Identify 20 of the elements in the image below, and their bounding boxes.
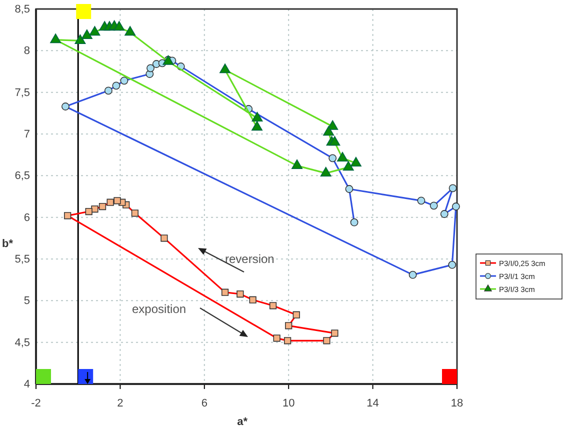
x-tick-label: 6 bbox=[201, 397, 208, 410]
y-tick-label: 5 bbox=[24, 295, 30, 308]
y-tick-label: 4,5 bbox=[14, 336, 30, 349]
y-tick-label: 7,5 bbox=[14, 86, 30, 99]
x-tick-label: 18 bbox=[450, 397, 464, 410]
y-tick-label: 8 bbox=[24, 45, 30, 58]
y-tick-label: 6,5 bbox=[14, 170, 30, 182]
annotation: reversion bbox=[225, 252, 274, 266]
y-tick-label: 4 bbox=[24, 378, 30, 391]
x-tick-label: -2 bbox=[31, 397, 41, 410]
annotation: exposition bbox=[132, 302, 186, 316]
x-tick-label: 14 bbox=[366, 397, 379, 410]
y-tick-label: 5,5 bbox=[14, 254, 30, 266]
y-tick-label: 6 bbox=[24, 212, 30, 224]
y-tick-label: 8,5 bbox=[14, 4, 30, 16]
x-tick-label: 2 bbox=[117, 397, 124, 410]
y-axis-title: b* bbox=[2, 238, 14, 250]
x-tick-label: 10 bbox=[282, 397, 295, 410]
x-axis-title: a* bbox=[237, 416, 248, 428]
y-tick-label: 7 bbox=[24, 128, 30, 141]
